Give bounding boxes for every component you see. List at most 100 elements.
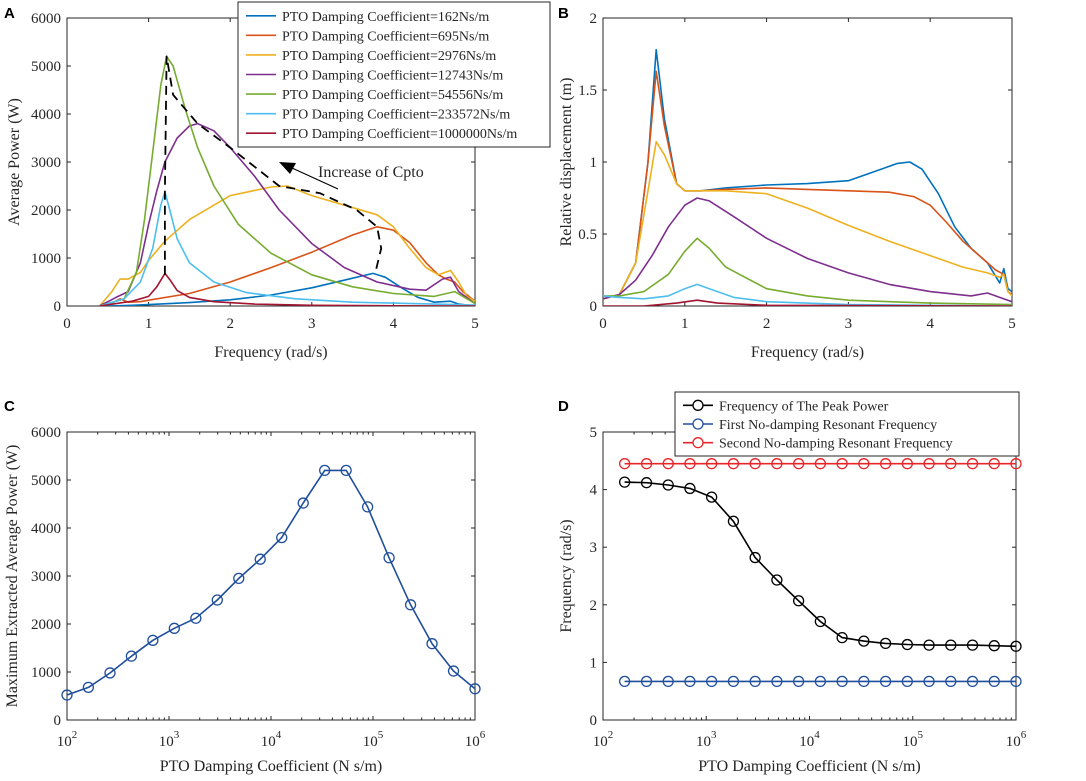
data-point (814, 615, 827, 628)
x-tick-label: 105 (363, 729, 384, 750)
x-tick-label-base: 10 (363, 734, 378, 750)
data-point (190, 612, 202, 624)
x-tick-label: 0 (599, 316, 607, 332)
data-point (640, 675, 653, 688)
y-tick-label: 2 (590, 11, 598, 27)
series-line (603, 299, 1012, 306)
data-point (447, 665, 460, 677)
x-tick-label: 104 (799, 729, 820, 750)
x-tick-label-exponent: 5 (918, 729, 924, 741)
y-tick-label: 0 (590, 299, 598, 315)
x-tick-label-base: 10 (465, 734, 480, 750)
y-tick-label: 0 (54, 299, 62, 315)
series-line (624, 481, 1016, 648)
data-point (879, 637, 892, 650)
y-tick-label: 4000 (31, 521, 61, 537)
series-line (603, 197, 1012, 303)
data-point (684, 458, 696, 470)
x-tick-label: 5 (471, 316, 479, 332)
data-point (923, 675, 935, 688)
y-tick-label: 0 (54, 713, 62, 729)
x-tick-label-base: 10 (57, 734, 72, 750)
series-6 (603, 283, 1012, 306)
y-tick-label: 0 (590, 713, 598, 729)
y-tick-label: 1.5 (578, 83, 597, 99)
x-tick-label-base: 10 (696, 734, 711, 750)
x-tick-label-exponent: 4 (814, 729, 820, 741)
data-point (662, 479, 674, 491)
legend-label: PTO Damping Coefficient=233572Ns/m (282, 108, 510, 123)
y-tick-label: 1000 (31, 251, 61, 267)
x-tick-label: 102 (593, 729, 614, 750)
x-tick-label: 0 (63, 316, 71, 332)
data-point (640, 458, 653, 470)
x-tick-label-exponent: 3 (174, 729, 180, 741)
y-tick-label: 4 (590, 483, 598, 499)
data-point (945, 639, 957, 651)
y-tick-label: 3000 (31, 155, 61, 171)
x-tick-label: 105 (903, 729, 924, 750)
series-line (67, 469, 475, 696)
data-point (147, 634, 159, 646)
data-point (662, 458, 674, 470)
y-tick-label: 3000 (31, 569, 61, 585)
legend-box (674, 391, 1020, 457)
x-tick-label: 103 (696, 729, 717, 750)
series-1 (624, 481, 1016, 648)
x-tick-label: 103 (159, 729, 180, 750)
x-axis-label: Frequency (rad/s) (751, 344, 864, 361)
data-point (749, 458, 761, 470)
legend-marker (692, 437, 704, 449)
legend-label: PTO Damping Coefficient=54556Ns/m (282, 88, 503, 103)
series-line (603, 237, 1012, 306)
x-tick-label-base: 10 (261, 734, 276, 750)
y-tick-label: 2000 (31, 617, 61, 633)
data-point (814, 675, 827, 688)
x-tick-label: 3 (308, 316, 316, 332)
data-point (706, 491, 718, 503)
data-point (684, 482, 696, 495)
y-tick-label: 1 (590, 155, 598, 171)
data-point (792, 595, 805, 607)
data-point (662, 675, 674, 688)
annotation-arrow (279, 162, 339, 190)
series-line (603, 48, 1012, 300)
data-point (988, 458, 1000, 470)
data-point (211, 594, 223, 606)
data-point (879, 458, 892, 470)
series-line (99, 191, 475, 306)
data-point (771, 675, 783, 688)
series-3 (603, 141, 1012, 300)
legend-label: PTO Damping Coefficient=12743Ns/m (282, 69, 503, 84)
data-point (233, 572, 245, 585)
y-tick-label: 5000 (31, 59, 61, 75)
data-point (901, 458, 913, 470)
y-tick-label: 0.5 (578, 227, 597, 243)
y-tick-label: 6000 (31, 425, 61, 441)
x-tick-label: 1 (681, 316, 689, 332)
legend-label: First No-damping Resonant Frequency (719, 418, 937, 433)
x-tick-label-base: 10 (799, 734, 814, 750)
y-tick-label: 1 (590, 655, 598, 671)
x-tick-label: 2 (763, 316, 771, 332)
data-point (1010, 458, 1022, 470)
data-point (706, 675, 718, 688)
data-point (618, 458, 631, 470)
data-point (923, 458, 935, 470)
data-point (923, 639, 935, 651)
x-tick-label: 1 (145, 316, 153, 332)
y-tick-label: 5000 (31, 473, 61, 489)
x-tick-label-base: 10 (593, 734, 608, 750)
series-line (603, 141, 1012, 300)
data-point (836, 675, 848, 688)
data-point (966, 458, 979, 470)
data-point (618, 675, 631, 688)
chart-b: 0 1 2 3 4 5 0 0.5 1 1.5 2 Frequency (rad/s) Relative… (558, 11, 1016, 361)
x-tick-label-exponent: 2 (608, 729, 614, 741)
y-tick-label: 2000 (31, 203, 61, 219)
series-7 (99, 272, 475, 306)
data-point (61, 689, 73, 701)
legend-marker (692, 399, 704, 411)
x-tick-label: 3 (845, 316, 853, 332)
